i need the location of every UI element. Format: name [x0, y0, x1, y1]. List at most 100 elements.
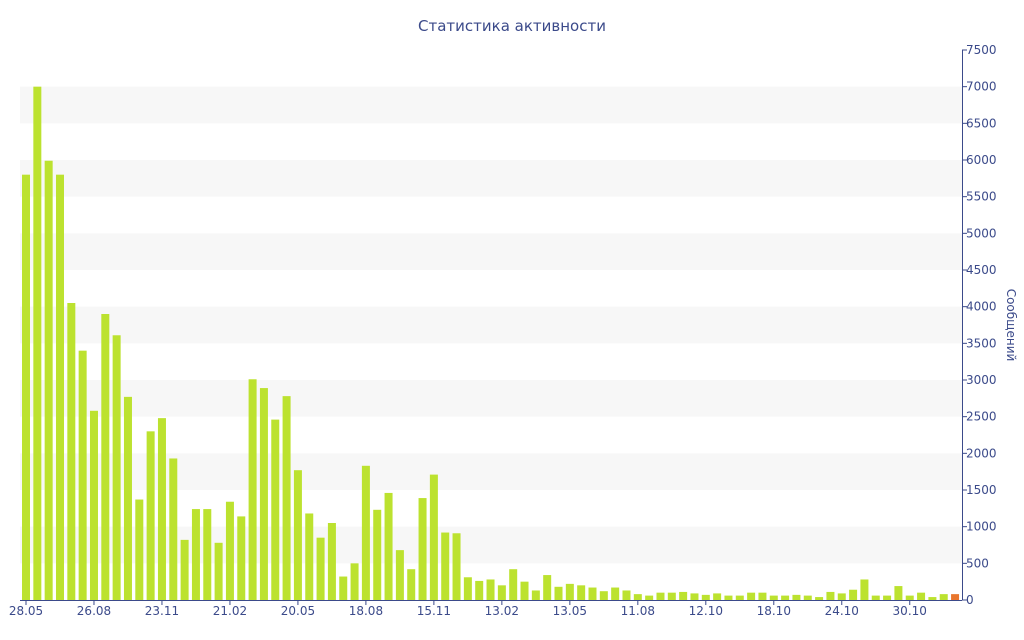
bar [157, 418, 166, 600]
bar [271, 419, 280, 600]
bar [645, 595, 654, 600]
bar [690, 593, 699, 600]
bar [180, 539, 189, 600]
bar [815, 597, 824, 600]
x-tick-label: 23.11 [145, 604, 179, 618]
y-tick-label: 6500 [966, 116, 997, 130]
x-tick-label: 12.10 [689, 604, 723, 618]
bar [792, 594, 801, 600]
x-tick-label: 30.10 [893, 604, 927, 618]
bar [33, 86, 42, 600]
bar [905, 595, 914, 600]
y-tick-label: 4000 [966, 300, 997, 314]
y-tick-label: 3500 [966, 336, 997, 350]
bar [169, 458, 178, 600]
x-tick-label: 15.11 [417, 604, 451, 618]
bar [679, 591, 688, 600]
bar [611, 587, 620, 600]
grid-band [20, 160, 962, 197]
bar [407, 569, 416, 600]
grid-band [20, 306, 962, 344]
y-tick-label: 7500 [966, 43, 997, 57]
grid-band [20, 233, 962, 270]
bar [339, 576, 348, 600]
bar [327, 523, 336, 600]
bar [225, 501, 234, 600]
y-tick-label: 0 [966, 593, 974, 607]
x-tick-label: 26.08 [77, 604, 111, 618]
bar [554, 586, 563, 600]
bar [769, 595, 778, 600]
bar [758, 592, 767, 600]
bar [599, 591, 608, 600]
y-tick-label: 5000 [966, 226, 997, 240]
bar [860, 579, 869, 600]
y-axis-label: Сообщений [1004, 289, 1018, 362]
bar [917, 592, 926, 600]
x-tick-label: 13.02 [485, 604, 519, 618]
x-tick-label: 24.10 [825, 604, 859, 618]
bar [361, 465, 370, 600]
x-tick-label: 21.02 [213, 604, 247, 618]
grid-band [20, 86, 962, 124]
bar [894, 586, 903, 600]
bar [293, 470, 302, 600]
y-tick-label: 6000 [966, 153, 997, 167]
bar [248, 379, 257, 600]
x-ticks-group: 28.05 26.08 23.11 21.02 20.05 18.08 15.11 13.02… [9, 600, 927, 618]
bar [373, 509, 382, 600]
bar [543, 575, 552, 600]
bar [55, 174, 64, 600]
bar [656, 592, 665, 600]
grid-band [20, 380, 962, 417]
bar [135, 499, 144, 600]
chart-title: Статистика активности [418, 17, 606, 35]
y-tick-label: 2000 [966, 446, 997, 460]
bar [350, 563, 359, 600]
bar [871, 595, 880, 600]
x-tick-label: 28.05 [9, 604, 43, 618]
bar [305, 513, 314, 600]
bar [282, 396, 291, 600]
x-tick-label: 11.08 [621, 604, 655, 618]
x-tick-label: 13.05 [553, 604, 587, 618]
bar [577, 585, 586, 600]
bar [724, 595, 733, 600]
bar [237, 516, 246, 600]
bar [486, 579, 495, 600]
bar [849, 589, 858, 600]
y-tick-label: 2500 [966, 410, 997, 424]
bar [89, 410, 98, 600]
bar [509, 569, 518, 600]
bar [191, 509, 200, 600]
bar [146, 431, 155, 600]
bar [78, 350, 87, 600]
bar [701, 594, 710, 600]
bar [588, 587, 597, 600]
y-tick-label: 4500 [966, 263, 997, 277]
bar [123, 396, 132, 600]
y-tick-label: 3000 [966, 373, 997, 387]
bar [826, 591, 835, 600]
y-tick-label: 5500 [966, 190, 997, 204]
bar [781, 595, 790, 600]
bar [418, 498, 427, 600]
axes-group [20, 50, 963, 601]
bar [803, 595, 812, 600]
bar [203, 509, 212, 600]
bar [633, 594, 642, 600]
bar [939, 594, 948, 600]
bar [531, 590, 540, 600]
bar [214, 542, 223, 600]
bar [667, 592, 676, 600]
y-tick-label: 1000 [966, 520, 997, 534]
bar [463, 577, 472, 600]
bar [928, 597, 937, 600]
bar [22, 174, 30, 600]
bar [101, 314, 110, 600]
bar [565, 583, 574, 600]
y-ticks-group: 0 500 1000 1500 2000 2500 3000 3500 4000 4500 5000… [962, 43, 997, 607]
bar [883, 595, 892, 600]
bar [112, 335, 121, 600]
